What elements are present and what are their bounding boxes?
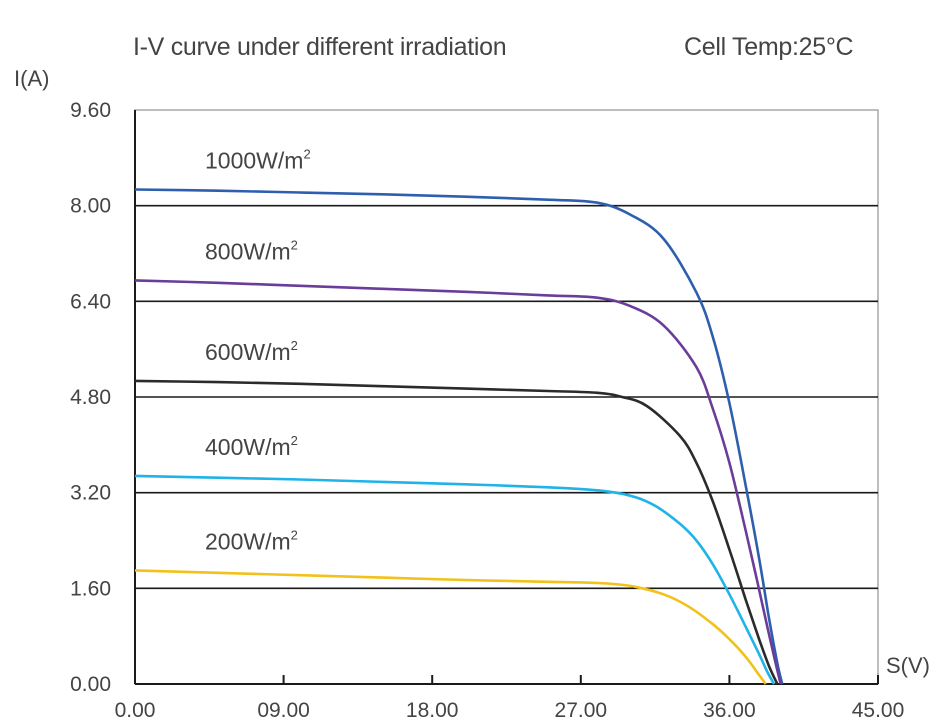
y-tick-label: 3.20 <box>70 482 111 505</box>
y-tick-label: 8.00 <box>70 195 111 218</box>
y-tick-label: 0.00 <box>70 673 111 696</box>
y-tick-label: 4.80 <box>70 386 111 409</box>
y-tick-label: 9.60 <box>70 99 111 122</box>
x-tick-label: 0.00 <box>115 699 156 722</box>
series-label-1: 800W/m2 <box>205 237 298 264</box>
series-label-2: 600W/m2 <box>205 338 298 365</box>
series-line-2 <box>134 379 779 685</box>
series-line-1 <box>134 279 782 685</box>
series-label-3: 400W/m2 <box>205 433 298 460</box>
x-tick-label: 45.00 <box>852 699 905 722</box>
chart-title: I-V curve under different irradiation <box>133 33 507 61</box>
series-label-4: 200W/m2 <box>205 527 298 554</box>
series-label-0: 1000W/m2 <box>205 147 311 174</box>
y-tick-label: 6.40 <box>70 290 111 313</box>
x-tick-label: 27.00 <box>555 699 608 722</box>
series-line-4 <box>134 569 767 685</box>
y-axis-label: I(A) <box>14 66 50 91</box>
series-line-0 <box>134 188 784 685</box>
cell-temp-annotation: Cell Temp:25°C <box>684 33 854 61</box>
y-tick-label: 1.60 <box>70 577 111 600</box>
x-tick-label: 36.00 <box>703 699 756 722</box>
series-line-3 <box>134 474 776 685</box>
x-tick-label: 09.00 <box>257 699 310 722</box>
x-tick-label: 18.00 <box>406 699 459 722</box>
x-axis-label: S(V) <box>886 653 930 678</box>
